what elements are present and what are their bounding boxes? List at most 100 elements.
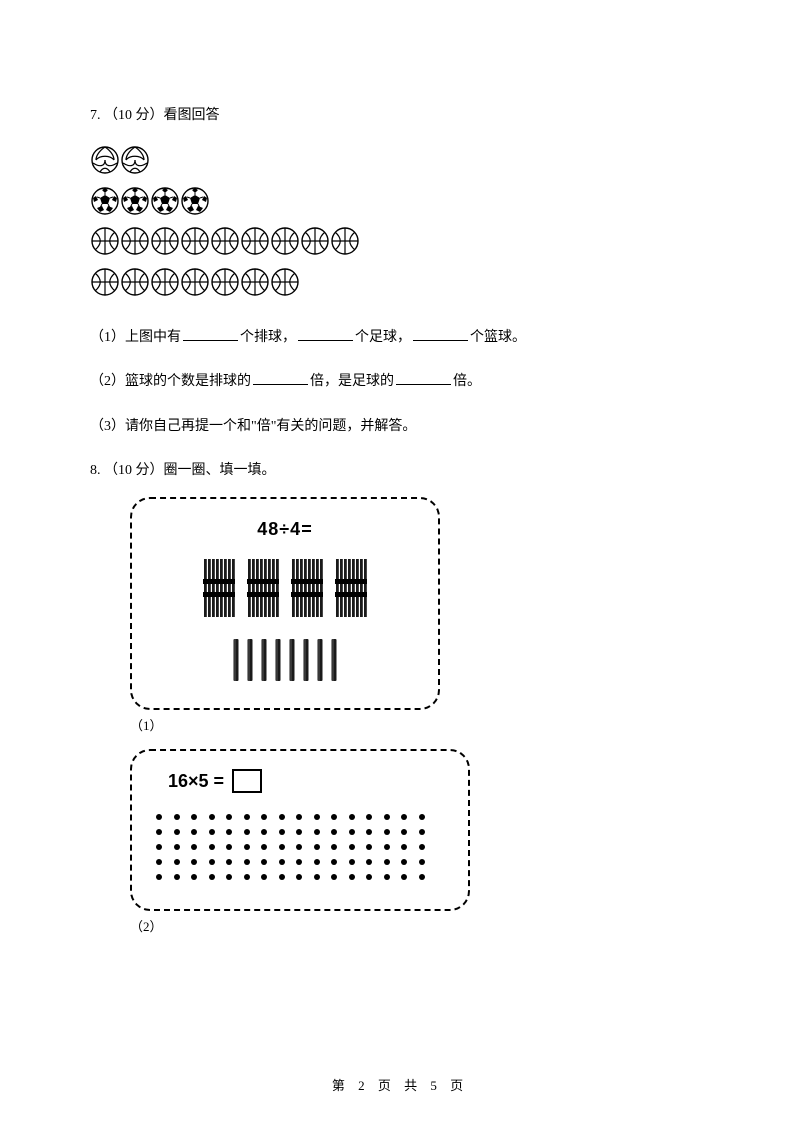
basketball-icon [180, 267, 210, 297]
dot [279, 859, 285, 865]
dot [314, 829, 320, 835]
stick-icon [260, 638, 268, 682]
dot [331, 814, 337, 820]
dot [156, 844, 162, 850]
dot [314, 814, 320, 820]
dot [226, 814, 232, 820]
basketball-icon [150, 226, 180, 256]
soccer-row [90, 186, 710, 224]
soccer-icon [90, 186, 120, 216]
dot-row [156, 874, 444, 880]
dot [296, 829, 302, 835]
dot [349, 829, 355, 835]
dot [366, 859, 372, 865]
basketball-icon [240, 267, 270, 297]
q7-sub1-pre: （1）上图中有 [90, 330, 181, 345]
sticks-area [150, 557, 420, 690]
dot [366, 844, 372, 850]
blank[interactable] [183, 327, 238, 341]
blank[interactable] [396, 372, 451, 386]
expr2-text: 16×5 = [168, 767, 224, 796]
page-content: 7. （10 分）看图回答 [0, 0, 800, 979]
stick-icon [246, 638, 254, 682]
dot [401, 844, 407, 850]
q8-part1-expression: 48÷4= [150, 515, 420, 544]
dot [349, 874, 355, 880]
blank[interactable] [298, 327, 353, 341]
dot [401, 814, 407, 820]
dot [244, 844, 250, 850]
volleyball-icon [120, 145, 150, 175]
dot [314, 874, 320, 880]
q7-sub2-mid: 倍，是足球的 [310, 374, 394, 389]
dot [401, 874, 407, 880]
stick-bundle-icon [202, 557, 236, 619]
dot [366, 829, 372, 835]
dot [384, 814, 390, 820]
stick-icon [330, 638, 338, 682]
dot [279, 844, 285, 850]
dot [174, 874, 180, 880]
dot [209, 859, 215, 865]
soccer-icon [180, 186, 210, 216]
dot [261, 829, 267, 835]
dot [296, 859, 302, 865]
q8-part2-expression: 16×5 = [150, 767, 450, 796]
dot [191, 814, 197, 820]
basketball-icon [150, 267, 180, 297]
dot [174, 859, 180, 865]
q7-sub1-mid1: 个排球， [240, 330, 296, 345]
dot [366, 814, 372, 820]
dots-area [150, 810, 450, 891]
stick-icon [288, 638, 296, 682]
dot [331, 829, 337, 835]
dot [419, 874, 425, 880]
dot [296, 874, 302, 880]
volleyball-icon [90, 145, 120, 175]
stick-icon [302, 638, 310, 682]
dot [314, 844, 320, 850]
dot [419, 814, 425, 820]
page-footer: 第 2 页 共 5 页 [0, 1075, 800, 1094]
q7-sub1: （1）上图中有个排球，个足球，个篮球。 [90, 327, 710, 349]
dot [244, 829, 250, 835]
dot [331, 859, 337, 865]
stick-bundle-icon [246, 557, 280, 619]
dot [366, 874, 372, 880]
basketball-icon [330, 226, 360, 256]
q8-part1-wrap: 48÷4= [130, 497, 710, 737]
q7-sub3: （3）请你自己再提一个和"倍"有关的问题，并解答。 [90, 416, 710, 438]
basketball-icon [210, 267, 240, 297]
blank[interactable] [413, 327, 468, 341]
basketball-icon [120, 226, 150, 256]
dot [174, 814, 180, 820]
basketball-icon [240, 226, 270, 256]
dot [244, 814, 250, 820]
dot-row [156, 814, 444, 820]
dot [156, 874, 162, 880]
stick-icon [232, 638, 240, 682]
q7-sub2-pre: （2）篮球的个数是排球的 [90, 374, 251, 389]
dot [261, 874, 267, 880]
answer-box[interactable] [232, 769, 262, 793]
dot [279, 874, 285, 880]
dot [296, 844, 302, 850]
dot [349, 814, 355, 820]
q7-header: 7. （10 分）看图回答 [90, 105, 710, 127]
dot [331, 874, 337, 880]
dot [279, 814, 285, 820]
dot [156, 829, 162, 835]
dot [261, 859, 267, 865]
dot [209, 814, 215, 820]
dot [296, 814, 302, 820]
blank[interactable] [253, 372, 308, 386]
dot [226, 829, 232, 835]
balls-figure [90, 145, 710, 305]
dot [156, 859, 162, 865]
dot [156, 814, 162, 820]
dot [191, 874, 197, 880]
dot [349, 859, 355, 865]
stick-bundle-icon [334, 557, 368, 619]
dot [191, 844, 197, 850]
dot [349, 844, 355, 850]
